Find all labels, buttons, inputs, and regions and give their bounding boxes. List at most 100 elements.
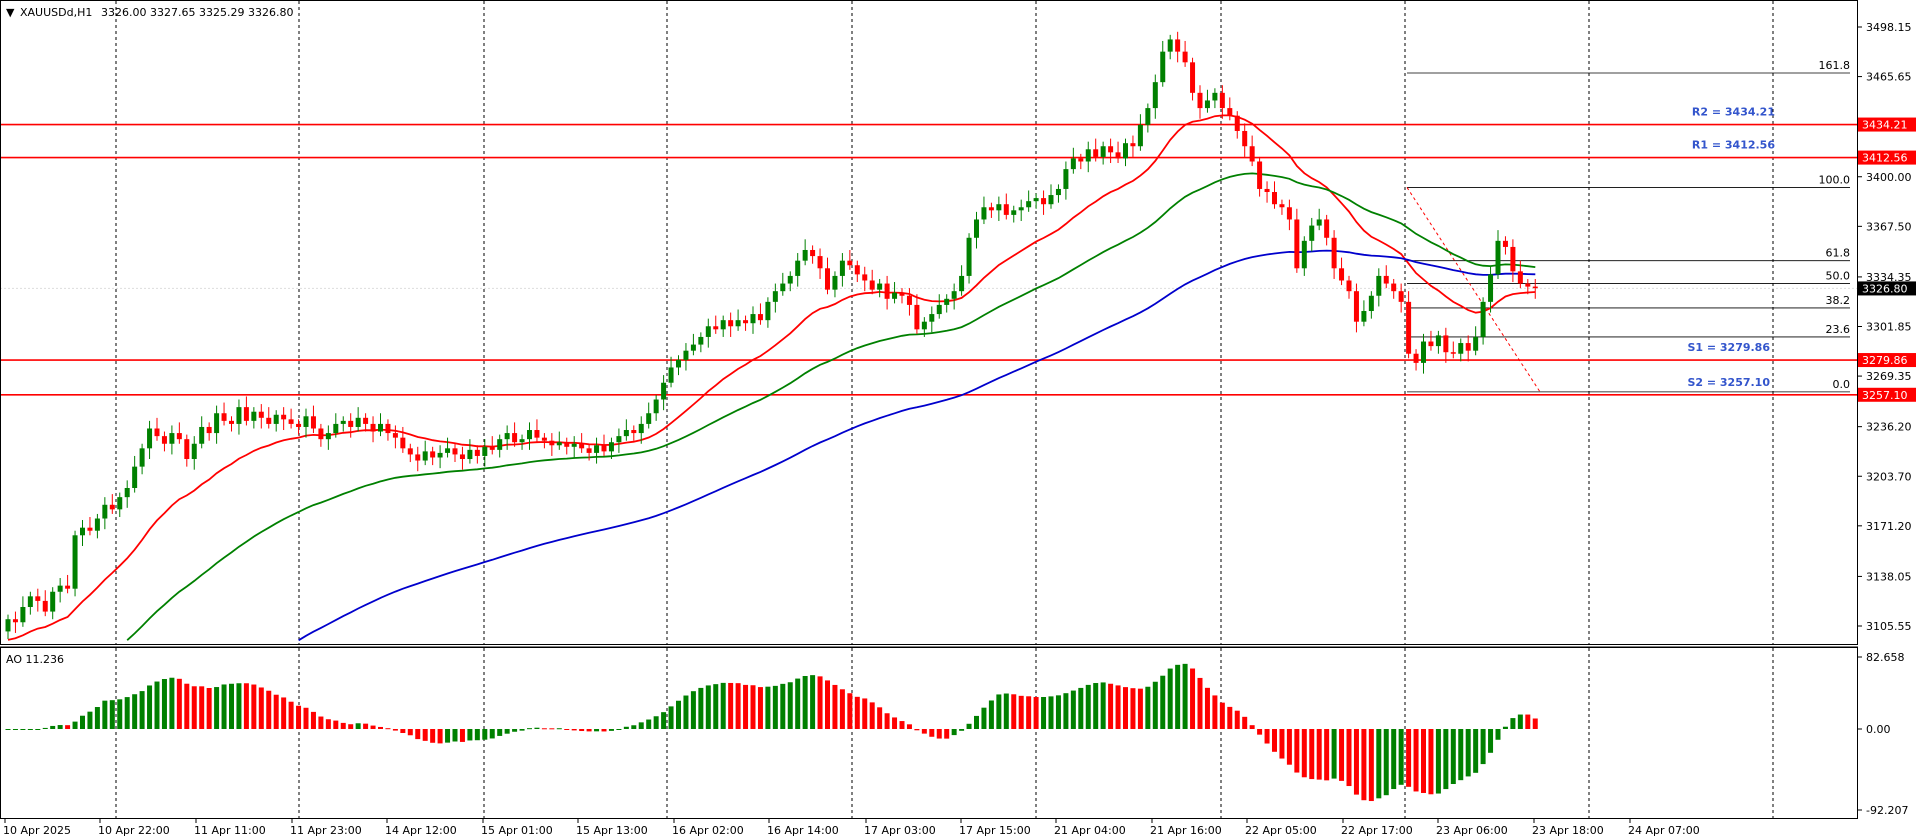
oscillator-bar <box>497 729 503 736</box>
candle-body <box>288 419 294 424</box>
fib-label: 100.0 <box>1819 173 1851 186</box>
candle-body <box>1100 146 1106 157</box>
oscillator-bar <box>1085 684 1091 729</box>
moving-averages <box>7 114 1536 642</box>
candle-body <box>757 314 763 321</box>
oscillator-bar <box>1473 729 1479 773</box>
candle-body <box>1108 146 1114 153</box>
candle-body <box>623 430 629 437</box>
oscillator-bar <box>1063 693 1069 729</box>
oscillator-bar <box>772 685 778 729</box>
candle-body <box>102 504 108 519</box>
oscillator-bar <box>459 729 465 742</box>
oscillator-bar <box>1145 686 1151 729</box>
moving-average-line <box>7 114 1536 641</box>
candle-body <box>780 283 786 292</box>
oscillator-bar <box>1234 710 1240 729</box>
oscillator-bar <box>1249 725 1255 729</box>
oscillator-bar <box>1152 681 1158 729</box>
candle-body <box>929 314 935 322</box>
oscillator-bar <box>1391 729 1397 790</box>
oscillator-bar <box>787 682 793 729</box>
vertical-grid <box>115 1 1774 818</box>
candle-body <box>1421 341 1426 363</box>
candle-body <box>549 440 555 446</box>
candle-body <box>1190 62 1196 93</box>
oscillator-bar <box>1257 729 1263 735</box>
oscillator-bar <box>1309 729 1315 780</box>
candle-body <box>80 527 85 536</box>
oscillator-bar <box>281 697 287 729</box>
candle-body <box>646 413 652 424</box>
candle-body <box>810 249 816 257</box>
oscillator-bar <box>653 716 659 729</box>
oscillator-bar <box>906 724 912 729</box>
candle-body <box>981 207 987 220</box>
oscillator-bar <box>757 687 763 729</box>
candle-body <box>325 433 331 440</box>
candle-body <box>1346 280 1352 292</box>
fib-label: 38.2 <box>1826 294 1851 307</box>
candle-body <box>430 451 436 458</box>
oscillator-bar <box>251 684 257 729</box>
candle-body <box>1279 204 1285 208</box>
oscillator-bar <box>1324 729 1330 781</box>
candle-body <box>1450 352 1456 354</box>
symbol-dropdown-icon[interactable]: ▼ <box>6 6 15 19</box>
oscillator-bar <box>236 683 242 729</box>
oscillator-bar <box>519 729 525 731</box>
oscillator-bar <box>221 684 227 729</box>
oscillator-bar <box>422 729 428 741</box>
oscillator-bar <box>467 729 473 741</box>
candle-body <box>698 336 704 345</box>
oscillator-bar <box>1428 729 1434 795</box>
candle-body <box>1249 146 1255 162</box>
time-tick-label: 15 Apr 01:00 <box>481 824 553 837</box>
candle-body <box>1152 82 1158 109</box>
oscillator-bar <box>5 729 11 730</box>
candlesticks <box>5 31 1538 640</box>
candle-body <box>400 437 406 449</box>
candle-body <box>229 420 234 424</box>
moving-average-line <box>126 172 1536 641</box>
oscillator-bar <box>586 729 592 732</box>
candle-body <box>1003 204 1009 215</box>
candle-body <box>519 439 525 443</box>
price-tick-label: 3269.35 <box>1866 370 1912 383</box>
candle-body <box>825 268 830 290</box>
candle-body <box>5 619 11 632</box>
candle-body <box>1272 192 1277 205</box>
price-tick-label: 3367.50 <box>1866 220 1912 233</box>
oscillator-bar <box>914 729 920 731</box>
moving-average-line <box>298 249 1536 642</box>
oscillator-bar <box>1525 714 1531 729</box>
candle-body <box>1532 286 1538 289</box>
candle-body <box>594 445 600 453</box>
level-tag <box>1858 387 1916 402</box>
oscillator-bar <box>191 686 197 729</box>
oscillator-bar <box>981 707 987 729</box>
oscillator-bar <box>1532 718 1538 729</box>
oscillator-bar <box>966 723 972 729</box>
level-tag-label: 3257.10 <box>1862 389 1908 402</box>
candle-body <box>1219 92 1225 109</box>
time-tick-label: 15 Apr 13:00 <box>576 824 648 837</box>
candle-body <box>1063 169 1069 189</box>
candle-body <box>921 321 927 330</box>
candle-body <box>266 417 272 424</box>
oscillator-bar <box>340 722 346 729</box>
oscillator-bar <box>437 729 443 744</box>
candle-body <box>1361 311 1367 322</box>
oscillator-bar <box>1353 729 1359 795</box>
candle-body <box>445 448 451 453</box>
pivot-levels: R2 = 3434.21 R1 = 3412.56 S1 = 3279.86 S2 =… <box>0 106 1857 396</box>
oscillator-bar <box>1167 668 1173 729</box>
price-tick-label: 3171.20 <box>1866 520 1912 533</box>
oscillator-bar <box>705 685 711 729</box>
oscillator-bar <box>750 685 756 729</box>
oscillator-bar <box>1502 726 1508 729</box>
candle-body <box>221 413 227 421</box>
candle-body <box>705 326 711 337</box>
symbol-label[interactable]: XAUUSDd,H1 <box>20 6 92 19</box>
